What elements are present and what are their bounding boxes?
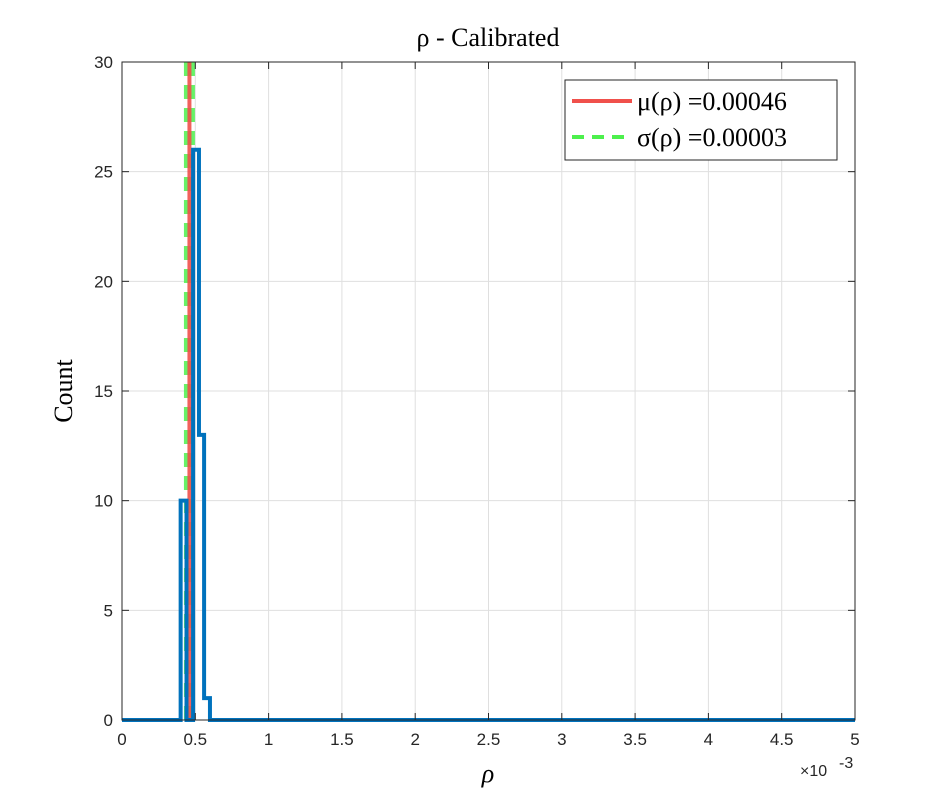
x-tick-label: 5 (850, 730, 859, 749)
x-tick-label: 2 (410, 730, 419, 749)
y-tick-label: 0 (104, 711, 113, 730)
x-tick-label: 1.5 (330, 730, 354, 749)
x-exponent: ×10 -3 (800, 755, 853, 780)
histogram-outline (122, 147, 855, 722)
y-axis-label: Count (49, 358, 78, 422)
legend-box (564, 79, 838, 161)
axis-ticks: 0 0.5 1 1.5 2 2.5 3 3.5 4 4.5 5 0 5 10 15 20 25 30 (94, 53, 860, 749)
x-tick-label: 3 (557, 730, 566, 749)
legend-sigma-label: σ(ρ) =0.00003 (637, 123, 787, 152)
x-tick-label: 1 (264, 730, 273, 749)
chart-title: ρ - Calibrated (417, 23, 560, 52)
y-tick-label: 25 (94, 163, 113, 182)
legend: μ(ρ) =0.00046 σ(ρ) =0.00003 (564, 79, 838, 161)
x-tick-label: 3.5 (623, 730, 647, 749)
legend-mu-label: μ(ρ) =0.00046 (637, 87, 787, 116)
x-exponent-power: -3 (839, 755, 853, 772)
y-tick-label: 15 (94, 382, 113, 401)
y-tick-label: 5 (104, 601, 113, 620)
x-tick-label: 2.5 (477, 730, 501, 749)
grid-lines (122, 62, 855, 720)
y-tick-label: 20 (94, 272, 113, 291)
x-axis-label: ρ (481, 759, 494, 788)
x-tick-label: 0 (117, 730, 126, 749)
x-tick-label: 0.5 (183, 730, 207, 749)
histogram-series (122, 147, 855, 722)
x-tick-label: 4.5 (770, 730, 794, 749)
y-tick-label: 10 (94, 492, 113, 511)
y-tick-label: 30 (94, 53, 113, 72)
x-exponent-base: ×10 (800, 763, 827, 780)
x-tick-label: 4 (704, 730, 713, 749)
